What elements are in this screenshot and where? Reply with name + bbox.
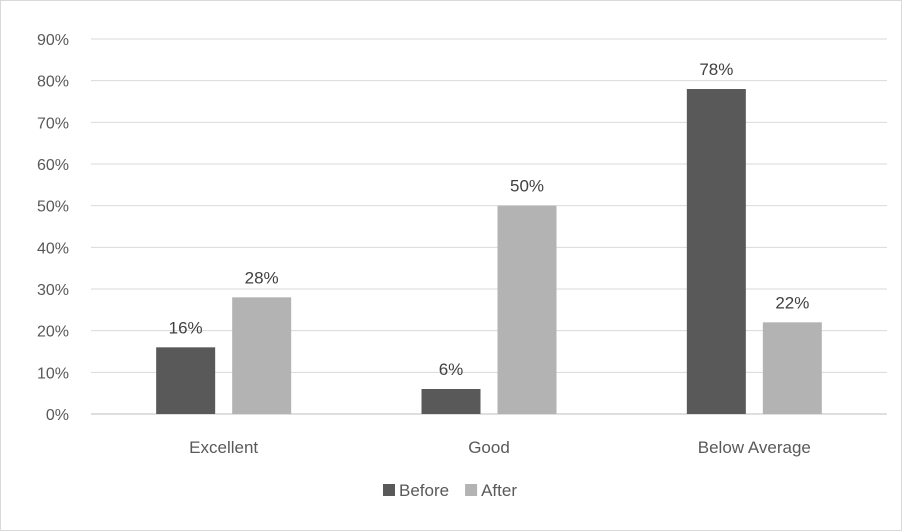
y-tick-label: 10% — [37, 365, 69, 382]
bars — [156, 89, 822, 414]
category-label: Below Average — [698, 438, 811, 457]
x-axis-category-labels: Excellent Good Below Average — [189, 438, 811, 457]
data-label: 6% — [439, 360, 464, 379]
bar-after-excellent — [232, 297, 292, 414]
gridlines — [91, 38, 887, 415]
bar-before-good — [421, 389, 481, 414]
bar-before-below-average — [686, 89, 746, 414]
bar-after-good — [497, 205, 557, 414]
legend-label-before: Before — [399, 481, 449, 500]
data-label: 16% — [169, 318, 203, 337]
y-axis-tick-labels: 0% 10% 20% 30% 40% 50% 60% 70% 80% 90% — [37, 32, 69, 424]
legend: Before After — [383, 481, 517, 500]
y-tick-label: 50% — [37, 199, 69, 216]
legend-swatch-before — [383, 484, 395, 496]
data-labels: 16% 28% 6% 50% 78% 22% — [169, 60, 810, 379]
bar-after-below-average — [762, 322, 822, 414]
y-tick-label: 40% — [37, 240, 69, 257]
y-tick-label: 20% — [37, 324, 69, 341]
category-label: Good — [468, 438, 510, 457]
y-tick-label: 30% — [37, 282, 69, 299]
category-label: Excellent — [189, 438, 258, 457]
data-label: 78% — [699, 60, 733, 79]
y-tick-label: 60% — [37, 157, 69, 174]
y-tick-label: 90% — [37, 32, 69, 49]
y-tick-label: 70% — [37, 115, 69, 132]
y-tick-label: 0% — [46, 407, 69, 424]
data-label: 50% — [510, 177, 544, 196]
legend-label-after: After — [481, 481, 517, 500]
data-label: 22% — [775, 293, 809, 312]
y-tick-label: 80% — [37, 74, 69, 91]
bar-before-excellent — [156, 347, 216, 414]
legend-swatch-after — [465, 484, 478, 496]
data-label: 28% — [245, 268, 279, 287]
